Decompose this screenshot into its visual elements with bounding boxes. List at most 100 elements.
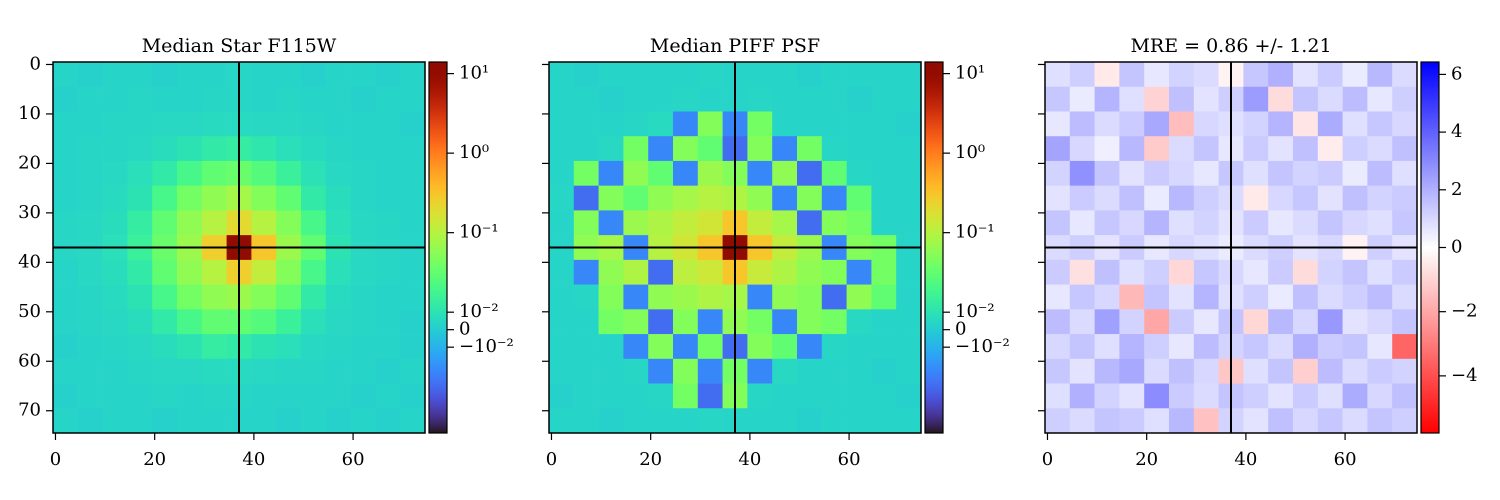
heatmap-cell [350, 259, 376, 285]
heatmap-cell [797, 185, 823, 211]
heatmap-cell [1243, 210, 1269, 236]
heatmap-cell [549, 358, 575, 384]
heatmap-cell [102, 284, 128, 310]
heatmap-cell [747, 358, 773, 384]
heatmap-cell [301, 358, 327, 384]
heatmap-cell [896, 408, 922, 434]
y-tick-label: 10 [18, 103, 41, 124]
heatmap-cell [573, 210, 599, 236]
heatmap-cell [598, 284, 624, 310]
heatmap-cell [1317, 383, 1343, 409]
heatmap-cell [821, 136, 847, 162]
heatmap-cell [1243, 111, 1269, 137]
heatmap-cell [251, 408, 277, 434]
heatmap-cell [53, 334, 79, 360]
y-tick-label: 50 [18, 301, 41, 322]
heatmap-cell [871, 111, 897, 137]
heatmap-cell [1193, 408, 1219, 434]
heatmap-cell [251, 309, 277, 335]
heatmap-cell [301, 334, 327, 360]
heatmap-cell [1243, 284, 1269, 310]
heatmap-cell [1193, 136, 1219, 162]
heatmap-cell [1094, 284, 1120, 310]
heatmap-cell [598, 358, 624, 384]
heatmap-cell [127, 86, 153, 112]
heatmap-cell [549, 136, 575, 162]
heatmap-cell [549, 309, 575, 335]
heatmap-cell [697, 111, 723, 137]
heatmap-cell [846, 358, 872, 384]
heatmap-cell [1293, 62, 1319, 88]
heatmap-cell [201, 309, 227, 335]
heatmap-cell [549, 62, 575, 88]
y-tick-label: 30 [18, 202, 41, 223]
heatmap-cell [375, 62, 401, 88]
heatmap-cell [896, 210, 922, 236]
heatmap-cell [1243, 62, 1269, 88]
heatmap-cell [127, 408, 153, 434]
heatmap-cell [673, 160, 699, 186]
heatmap-cell [276, 111, 302, 137]
x-tick-label: 60 [838, 449, 861, 470]
heatmap-cell [648, 62, 674, 88]
heatmap-cell [1045, 185, 1071, 211]
heatmap-cell [77, 408, 103, 434]
heatmap-cell [623, 210, 649, 236]
heatmap-cell [871, 408, 897, 434]
heatmap-cell [747, 309, 773, 335]
heatmap-cell [350, 284, 376, 310]
heatmap-cell [1045, 408, 1071, 434]
heatmap-cell [1045, 309, 1071, 335]
heatmap-cell [1243, 408, 1269, 434]
chart-title: Median PIFF PSF [650, 35, 820, 57]
heatmap-cell [697, 334, 723, 360]
heatmap-cell [697, 86, 723, 112]
heatmap-cell [301, 86, 327, 112]
heatmap-cell [797, 383, 823, 409]
heatmap-cell [697, 358, 723, 384]
heatmap-cell [1045, 334, 1071, 360]
y-tick-label: 60 [18, 350, 41, 371]
x-tick-label: 40 [738, 449, 761, 470]
heatmap-cell [1119, 284, 1145, 310]
heatmap-cell [1069, 309, 1095, 335]
heatmap-cell [177, 309, 203, 335]
heatmap-cell [573, 383, 599, 409]
heatmap-cell [896, 185, 922, 211]
heatmap-cell [102, 408, 128, 434]
colorbar-tick-label: 10⁻¹ [955, 222, 995, 243]
heatmap-cell [821, 383, 847, 409]
heatmap-cell [1094, 136, 1120, 162]
heatmap-cell [697, 284, 723, 310]
heatmap-cell [1045, 160, 1071, 186]
heatmap-cell [177, 185, 203, 211]
heatmap-cell [1045, 358, 1071, 384]
heatmap-cell [846, 408, 872, 434]
heatmap-cell [598, 62, 624, 88]
heatmap-cell [1293, 358, 1319, 384]
heatmap-cell [1045, 136, 1071, 162]
heatmap-cell [673, 111, 699, 137]
heatmap-cell [772, 358, 798, 384]
heatmap-cell [325, 383, 351, 409]
heatmap-cell [102, 259, 128, 285]
colorbar-tick-label: 10⁰ [955, 142, 985, 163]
heatmap-cell [1342, 334, 1368, 360]
heatmap-cell [1144, 284, 1170, 310]
heatmap-cell [1069, 334, 1095, 360]
heatmap-cell [53, 185, 79, 211]
heatmap-cell [127, 185, 153, 211]
heatmap-cell [1293, 408, 1319, 434]
heatmap-cell [673, 284, 699, 310]
heatmap-cell [325, 62, 351, 88]
heatmap-cell [1193, 334, 1219, 360]
heatmap-cell [53, 408, 79, 434]
heatmap-cell [301, 160, 327, 186]
colorbar-tick-label: 10¹ [459, 63, 489, 84]
heatmap-cell [251, 259, 277, 285]
heatmap-cell [1045, 259, 1071, 285]
heatmap-cell [1193, 358, 1219, 384]
heatmap-cell [673, 136, 699, 162]
heatmap-cell [350, 408, 376, 434]
heatmap-cell [772, 383, 798, 409]
